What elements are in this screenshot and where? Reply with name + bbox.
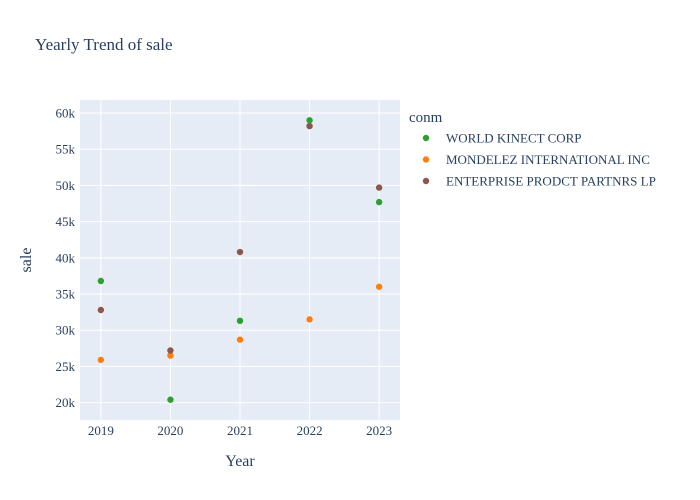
x-tick-label: 2021 [227,423,253,438]
y-tick-label: 55k [56,142,76,157]
grid-lines [80,100,400,420]
data-point [167,396,174,403]
y-axis-ticks: 20k 25k 30k 35k 40k 45k 50k 55k 60k [56,106,76,411]
legend: conm WORLD KINECT CORP MONDELEZ INTERNATI… [409,110,656,189]
data-point [375,198,383,206]
legend-marker [422,134,430,142]
y-tick-label: 60k [56,106,76,121]
data-point [97,306,105,314]
legend-marker [422,177,430,185]
y-tick-label: 25k [56,359,76,374]
data-point [375,184,383,191]
x-tick-label: 2020 [157,423,183,438]
data-point [97,356,105,364]
x-tick-label: 2022 [297,423,323,438]
y-tick-label: 50k [56,178,76,193]
y-tick-label: 45k [56,214,76,229]
legend-label: WORLD KINECT CORP [446,131,582,146]
legend-label: ENTERPRISE PRODCT PARTNRS LP [446,174,656,189]
x-tick-label: 2023 [366,423,392,438]
data-point [236,336,244,343]
x-axis-ticks: 2019 2020 2021 2022 2023 [88,423,392,438]
y-tick-label: 35k [56,287,76,302]
legend-title: conm [409,110,443,126]
x-tick-label: 2019 [88,423,114,438]
data-points [97,117,383,403]
chart-title: Yearly Trend of sale [35,35,173,54]
data-point [306,122,313,130]
y-tick-label: 30k [56,323,76,338]
data-point [375,283,383,290]
legend-label: MONDELEZ INTERNATIONAL INC [446,152,650,167]
y-axis-title: sale [18,248,35,273]
x-axis-title: Year [225,453,255,470]
data-point [306,316,313,323]
legend-items: WORLD KINECT CORP MONDELEZ INTERNATIONAL … [422,131,656,189]
data-point [167,347,174,354]
y-tick-label: 20k [56,395,76,410]
data-point [306,117,313,124]
data-point [167,352,174,359]
data-point [236,248,244,256]
data-point [236,317,244,325]
legend-marker [422,156,430,163]
y-tick-label: 40k [56,250,76,265]
data-point [97,277,105,285]
